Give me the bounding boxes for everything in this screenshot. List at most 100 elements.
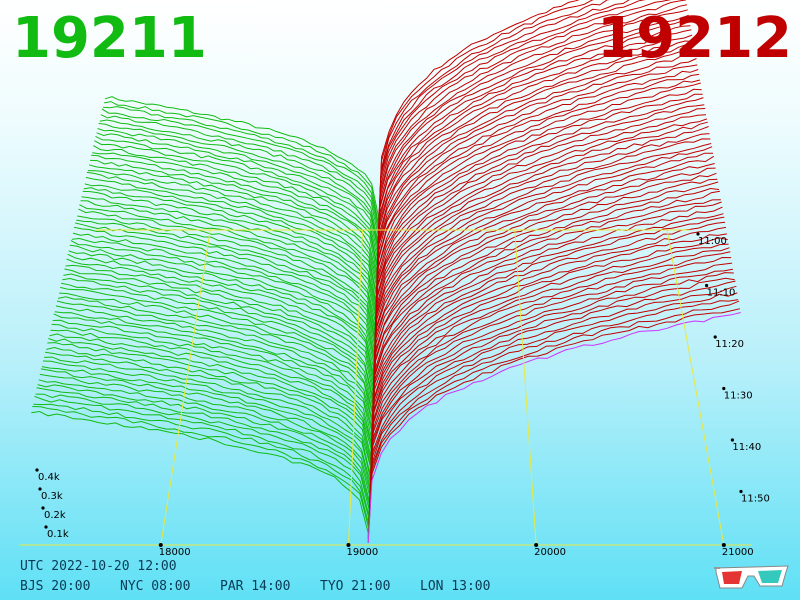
bid-depth-line xyxy=(32,406,369,539)
ask-depth-line xyxy=(377,0,687,256)
ask-depth-line xyxy=(368,285,737,521)
x-tick-marker xyxy=(721,543,726,547)
bid-depth-line xyxy=(98,123,379,256)
ask-depth-line xyxy=(376,14,689,270)
ask-depth-line xyxy=(370,233,727,471)
clock-tyo: TYO 21:00 xyxy=(320,579,391,594)
bid-depth-line xyxy=(96,132,378,265)
depth-tick-marker xyxy=(44,525,48,529)
ask-depth-line xyxy=(377,0,646,247)
bid-depth-line xyxy=(94,140,378,274)
time-tick-marker xyxy=(713,335,717,339)
bid-depth-line xyxy=(35,393,370,525)
depth-curves xyxy=(31,0,741,544)
price-grid-line xyxy=(347,229,364,546)
bid-depth-line xyxy=(47,342,371,475)
ask-depth-line xyxy=(371,201,722,443)
ask-depth-line xyxy=(371,199,721,439)
utc-time: UTC 2022-10-20 12:00 xyxy=(20,559,177,574)
bid-depth-line xyxy=(51,323,372,457)
bid-price-label: 19211 xyxy=(12,6,207,71)
ask-depth-line xyxy=(368,272,734,507)
price-grid-line xyxy=(666,229,725,546)
bid-depth-line xyxy=(63,273,374,406)
price-grid-line xyxy=(160,229,211,546)
bid-depth-line xyxy=(33,403,369,534)
time-tick-marker xyxy=(730,438,735,442)
ask-depth-line xyxy=(373,114,707,361)
price-grid-line xyxy=(514,229,537,546)
bid-depth-line xyxy=(77,215,376,347)
ask-depth-line xyxy=(376,9,688,265)
bid-depth-line xyxy=(55,305,373,438)
bid-depth-line xyxy=(70,240,375,375)
bid-depth-line xyxy=(38,379,370,511)
clock-bjs: BJS 20:00 xyxy=(20,579,91,594)
bid-depth-line xyxy=(31,410,369,543)
ask-depth-line xyxy=(375,69,699,320)
bid-depth-line xyxy=(88,164,377,297)
bid-depth-line xyxy=(71,237,375,370)
time-tick-label: 11:20 xyxy=(715,339,744,350)
ask-depth-line xyxy=(376,20,690,274)
bid-depth-line xyxy=(104,96,379,228)
ask-depth-line xyxy=(371,187,720,429)
x-tick-label: 21000 xyxy=(722,547,754,558)
ask-depth-line xyxy=(367,312,741,544)
bid-depth-line xyxy=(102,106,379,238)
bid-depth-line xyxy=(69,244,375,379)
ask-depth-line xyxy=(369,251,731,489)
clock-nyc: NYC 08:00 xyxy=(120,579,191,594)
x-tick-marker xyxy=(346,543,351,547)
ask-depth-line xyxy=(376,29,692,283)
x-tick-marker xyxy=(158,543,163,547)
ask-depth-line xyxy=(377,0,672,251)
3d-glasses-icon[interactable] xyxy=(712,560,792,592)
ask-depth-line xyxy=(368,292,738,525)
time-tick-marker xyxy=(696,232,700,236)
ask-depth-line xyxy=(373,126,709,375)
bid-depth-line xyxy=(72,232,375,365)
bid-depth-line xyxy=(36,387,370,521)
ask-depth-line xyxy=(369,256,732,493)
bid-depth-line xyxy=(75,222,375,356)
ask-depth-line xyxy=(377,0,611,238)
bid-depth-line xyxy=(83,187,376,320)
ask-depth-line xyxy=(375,50,695,302)
ask-depth-line xyxy=(368,277,735,512)
ask-depth-line xyxy=(375,58,697,311)
ask-depth-line xyxy=(374,104,705,352)
ask-depth-line xyxy=(372,146,713,393)
time-tick-marker xyxy=(722,386,726,391)
ask-depth-line xyxy=(375,64,698,315)
ask-depth-line xyxy=(373,118,708,366)
bid-depth-line xyxy=(76,219,375,352)
ask-depth-line xyxy=(374,97,704,347)
bid-depth-line xyxy=(86,171,377,306)
bid-depth-line xyxy=(54,311,372,443)
ask-depth-line xyxy=(377,4,687,261)
ask-depth-line xyxy=(377,0,594,233)
ask-depth-line xyxy=(370,206,723,448)
ask-depth-line xyxy=(378,0,580,229)
bid-depth-line xyxy=(53,313,372,448)
ask-depth-line xyxy=(374,93,703,343)
bid-depth-line xyxy=(91,154,378,288)
ask-depth-line xyxy=(376,25,691,279)
bid-depth-line xyxy=(101,108,379,242)
ask-depth-line xyxy=(374,73,700,324)
ask-depth-line xyxy=(371,181,719,425)
ask-depth-line xyxy=(369,262,733,498)
bid-depth-line xyxy=(34,395,370,530)
x-tick-label: 18000 xyxy=(159,547,191,558)
bid-depth-line xyxy=(56,300,373,434)
depth-tick-label: 0.3k xyxy=(41,491,63,502)
bid-depth-line xyxy=(82,190,376,324)
ask-depth-line xyxy=(373,133,710,379)
bid-depth-line xyxy=(42,360,371,493)
world-clocks: BJS 20:00 NYC 08:00 PAR 14:00 TYO 21:00 … xyxy=(20,579,520,594)
ask-depth-line xyxy=(372,138,711,384)
ask-depth-line xyxy=(372,167,716,411)
bid-depth-line xyxy=(73,226,375,361)
bid-depth-line xyxy=(87,170,377,301)
